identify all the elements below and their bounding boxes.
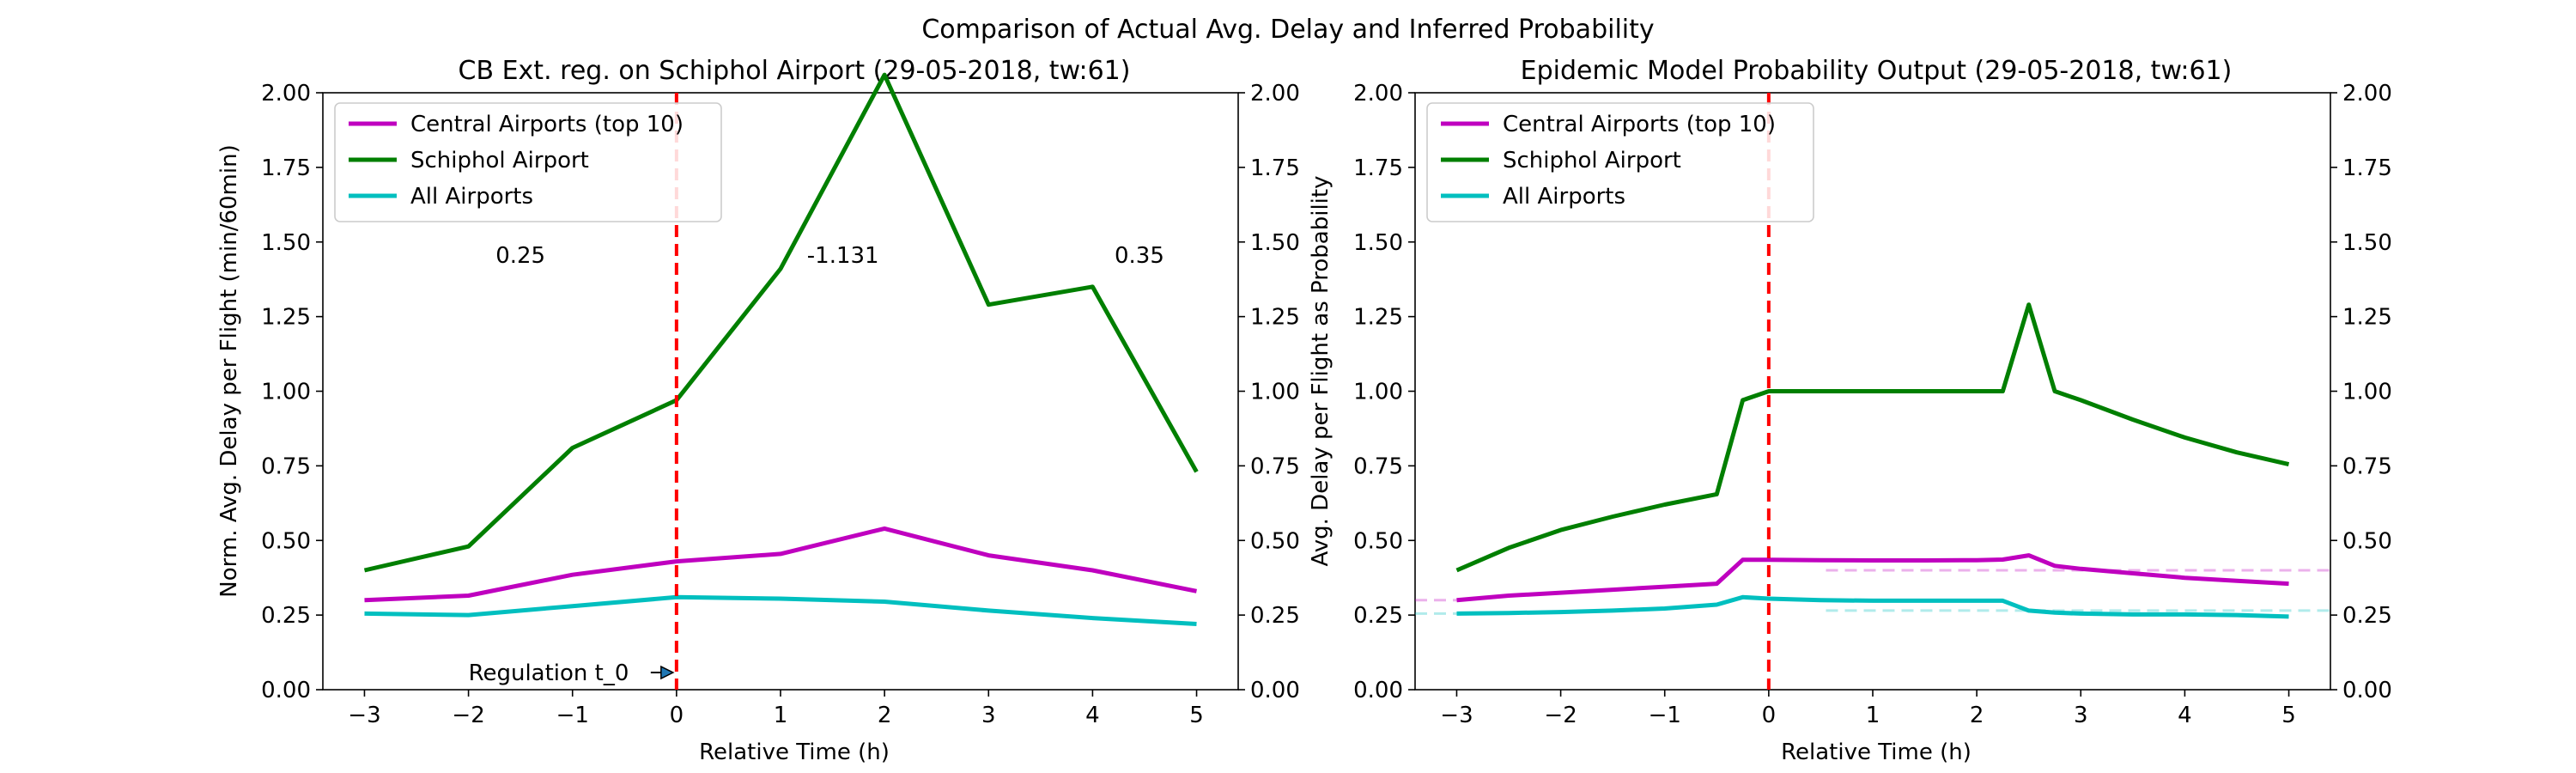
left-chart-ylabel: Norm. Avg. Delay per Flight (min/60min) xyxy=(216,144,242,597)
x-tick-label: 4 xyxy=(1085,703,1100,728)
regulation-arrow-head xyxy=(660,665,675,680)
right-y-tick-label: 0.25 xyxy=(1250,603,1300,629)
legend-label-central: Central Airports (top 10) xyxy=(410,112,683,137)
y-tick-label: 0.25 xyxy=(1353,603,1403,629)
x-tick-label: −2 xyxy=(1544,703,1577,728)
right-y-tick-label: 0.75 xyxy=(2342,453,2392,479)
right-y-tick-label: 0.25 xyxy=(2342,603,2392,629)
y-tick-label: 0.50 xyxy=(261,528,311,554)
y-tick-label: 1.00 xyxy=(261,380,311,405)
y-tick-label: 1.50 xyxy=(261,230,311,256)
series-line-central xyxy=(1456,553,2289,603)
right-y-tick-label: 1.00 xyxy=(1250,380,1300,405)
right-y-tick-label: 1.00 xyxy=(2342,380,2392,405)
x-tick-label: 1 xyxy=(774,703,788,728)
y-tick-label: 1.00 xyxy=(1353,380,1403,405)
right-y-tick-label: 0.75 xyxy=(1250,453,1300,479)
x-tick-label: 1 xyxy=(1866,703,1880,728)
x-tick-label: −2 xyxy=(452,703,484,728)
right-y-tick-label: 0.50 xyxy=(2342,528,2392,554)
x-tick-label: 0 xyxy=(670,703,684,728)
right-y-tick-label: 1.75 xyxy=(1250,155,1300,181)
y-tick-label: 0.25 xyxy=(261,603,311,629)
y-tick-label: 0.75 xyxy=(1353,453,1403,479)
x-tick-label: 2 xyxy=(1970,703,1984,728)
annotation-label: 0.25 xyxy=(495,243,545,269)
left-chart-panel: CB Ext. reg. on Schiphol Airport (29-05-… xyxy=(216,56,1300,765)
x-tick-label: 2 xyxy=(878,703,892,728)
x-tick-label: −1 xyxy=(1649,703,1681,728)
right-y-tick-label: 0.00 xyxy=(1250,678,1300,703)
legend-label-central: Central Airports (top 10) xyxy=(1503,112,1776,137)
right-chart-xlabel: Relative Time (h) xyxy=(1781,740,1971,765)
x-tick-label: 5 xyxy=(1189,703,1204,728)
right-chart-title: Epidemic Model Probability Output (29-05… xyxy=(1521,56,2233,86)
series-line-all xyxy=(1456,594,2289,619)
x-tick-label: −1 xyxy=(556,703,589,728)
right-y-tick-label: 1.50 xyxy=(2342,230,2392,256)
x-tick-label: 4 xyxy=(2178,703,2192,728)
y-tick-label: 2.00 xyxy=(1353,81,1403,107)
legend-box xyxy=(334,102,722,222)
suptitle: Comparison of Actual Avg. Delay and Infe… xyxy=(921,15,1654,45)
series-line-schiphol xyxy=(1455,302,2290,573)
right-chart-panel: Epidemic Model Probability Output (29-05… xyxy=(1308,56,2392,765)
right-chart-ylabel: Avg. Delay per Flight as Probability xyxy=(1308,176,1334,567)
regulation-arrow-label: Regulation t_0 xyxy=(469,660,629,686)
legend-label-all: All Airports xyxy=(1503,184,1625,210)
y-tick-label: 2.00 xyxy=(261,81,311,107)
y-tick-label: 1.75 xyxy=(1353,155,1403,181)
annotation-label: 0.35 xyxy=(1115,243,1164,269)
y-tick-label: 1.75 xyxy=(261,155,311,181)
legend-label-schiphol: Schiphol Airport xyxy=(1503,148,1681,173)
right-y-tick-label: 0.50 xyxy=(1250,528,1300,554)
right-y-tick-label: 1.25 xyxy=(2342,305,2392,331)
legend-label-all: All Airports xyxy=(410,184,533,210)
right-y-tick-label: 1.50 xyxy=(1250,230,1300,256)
legend-box xyxy=(1426,102,1814,222)
x-tick-label: 5 xyxy=(2281,703,2296,728)
right-y-tick-label: 1.75 xyxy=(2342,155,2392,181)
left-chart-title: CB Ext. reg. on Schiphol Airport (29-05-… xyxy=(459,56,1131,86)
series-line-schiphol xyxy=(363,72,1199,573)
legend-label-schiphol: Schiphol Airport xyxy=(410,148,589,173)
left-chart-xlabel: Relative Time (h) xyxy=(699,740,890,765)
right-y-tick-label: 1.25 xyxy=(1250,305,1300,331)
x-tick-label: −3 xyxy=(1440,703,1473,728)
y-tick-label: 1.50 xyxy=(1353,230,1403,256)
right-y-tick-label: 2.00 xyxy=(2342,81,2392,107)
x-tick-label: −3 xyxy=(348,703,380,728)
y-tick-label: 0.50 xyxy=(1353,528,1403,554)
y-tick-label: 0.00 xyxy=(1353,678,1403,703)
y-tick-label: 1.25 xyxy=(1353,305,1403,331)
x-tick-label: 0 xyxy=(1762,703,1777,728)
series-line-all xyxy=(364,594,1197,626)
series-line-central xyxy=(364,526,1197,603)
annotation-label: -1.131 xyxy=(807,243,879,269)
x-tick-label: 3 xyxy=(981,703,996,728)
right-y-tick-label: 2.00 xyxy=(1250,81,1300,107)
x-tick-label: 3 xyxy=(2074,703,2088,728)
y-tick-label: 0.75 xyxy=(261,453,311,479)
right-y-tick-label: 0.00 xyxy=(2342,678,2392,703)
y-tick-label: 1.25 xyxy=(261,305,311,331)
y-tick-label: 0.00 xyxy=(261,678,311,703)
